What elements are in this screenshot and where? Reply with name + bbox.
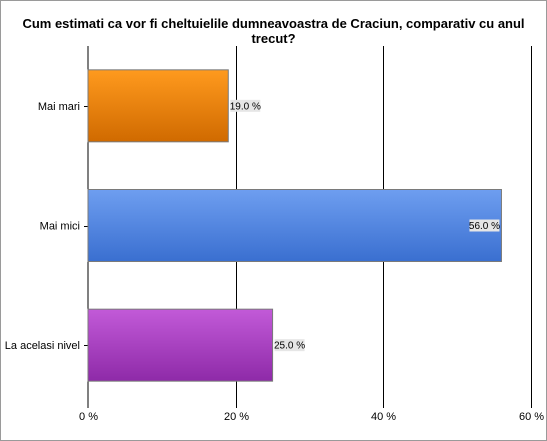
x-tick-label: 60 % bbox=[519, 411, 544, 423]
x-tick-label: 0 % bbox=[79, 411, 98, 423]
value-label-bg bbox=[274, 339, 305, 352]
x-tick-label: 20 % bbox=[224, 411, 249, 423]
value-label: 25.0 % bbox=[274, 341, 305, 352]
x-tick-label: 40 % bbox=[371, 411, 396, 423]
value-label-bg bbox=[469, 219, 500, 232]
bar-la-acelasi-nivel bbox=[87, 308, 274, 382]
bar-mai-mari bbox=[87, 69, 229, 143]
value-label-bg bbox=[230, 99, 261, 112]
chart-title: Cum estimati ca vor fi cheltuielile dumn… bbox=[22, 16, 525, 46]
value-label: 56.0 % bbox=[469, 221, 500, 232]
bar-mai-mici bbox=[87, 189, 502, 262]
category-label: La acelasi nivel bbox=[5, 340, 80, 352]
value-label: 19.0 % bbox=[230, 101, 261, 112]
category-label: Mai mici bbox=[40, 221, 80, 233]
category-label: Mai mari bbox=[38, 101, 80, 113]
